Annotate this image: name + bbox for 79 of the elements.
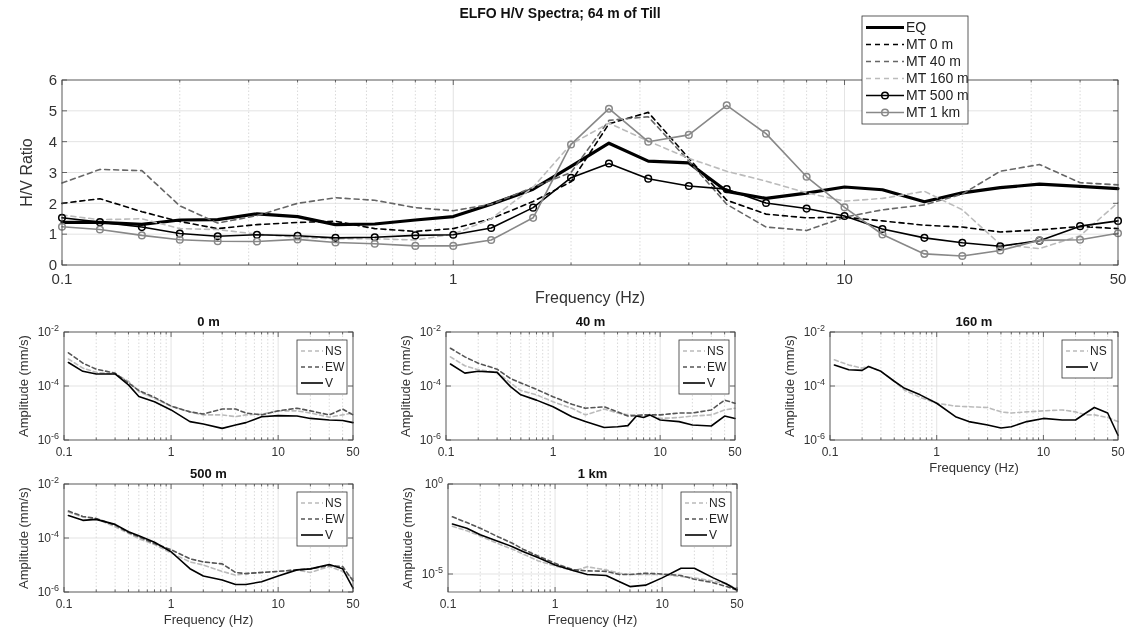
x-tick-label: 0.1 — [55, 597, 73, 611]
x-tick-label: 0.1 — [55, 445, 73, 459]
y-tick-label: 10$^{-4}$ — [37, 377, 59, 394]
y-axis-title: Amplitude (mm/s) — [782, 335, 797, 437]
y-tick-label: 3 — [48, 163, 57, 181]
y-tick-label: 10$^{-6}$ — [419, 431, 441, 448]
y-tick-label: 1 — [48, 225, 57, 243]
x-tick-label: 0.1 — [437, 445, 455, 459]
x-tick-label: 50 — [346, 445, 360, 459]
x-tick-label: 10 — [271, 597, 286, 611]
chart-title: ELFO H/V Spectra; 64 m of Till — [459, 5, 661, 21]
y-tick-label: 6 — [48, 71, 57, 89]
x-tick-label: 1 — [549, 445, 557, 459]
y-axis-title: Amplitude (mm/s) — [16, 487, 31, 589]
legend-label: V — [707, 376, 716, 391]
x-axis-title: Frequency (Hz) — [534, 289, 646, 306]
legend-label: MT 1 km — [906, 104, 961, 121]
x-tick-label: 1 — [167, 597, 175, 611]
y-axis-title: Amplitude (mm/s) — [398, 335, 413, 437]
x-tick-label: 50 — [728, 445, 742, 459]
x-tick-label: 50 — [1111, 445, 1125, 459]
legend-label: MT 0 m — [906, 36, 954, 53]
legend-label: MT 160 m — [906, 70, 969, 87]
y-tick-label: 10$^{-6}$ — [37, 583, 59, 600]
legend-label: NS — [1090, 344, 1107, 359]
x-axis-title: Frequency (Hz) — [547, 612, 638, 627]
y-tick-label: 10$^{-2}$ — [803, 323, 825, 340]
y-tick-label: 10$^{-6}$ — [37, 431, 59, 448]
y-tick-label: 10$^{-5}$ — [421, 565, 443, 582]
legend-label: NS — [709, 496, 726, 511]
y-tick-label: 2 — [48, 194, 57, 212]
x-tick-label: 1 — [551, 597, 559, 611]
legend-label: EW — [325, 360, 345, 375]
y-axis-title: Amplitude (mm/s) — [400, 487, 415, 589]
y-tick-label: 4 — [48, 132, 57, 150]
x-tick-label: 50 — [730, 597, 744, 611]
legend-label: V — [325, 376, 334, 391]
legend-label: MT 500 m — [906, 87, 969, 104]
y-tick-label: 10$^{-6}$ — [803, 431, 825, 448]
y-tick-label: 10$^{0}$ — [424, 475, 443, 492]
legend-label: V — [709, 528, 718, 543]
legend-label: NS — [707, 344, 724, 359]
x-tick-label: 1 — [933, 445, 941, 459]
chart-title: 1 km — [577, 466, 608, 481]
x-tick-label: 0.1 — [821, 445, 839, 459]
x-tick-label: 0.1 — [439, 597, 457, 611]
legend-label: V — [325, 528, 334, 543]
x-tick-label: 50 — [1109, 270, 1127, 287]
x-axis-title: Frequency (Hz) — [163, 612, 254, 627]
x-tick-label: 10 — [655, 597, 670, 611]
y-tick-label: 10$^{-4}$ — [37, 529, 59, 546]
chart-title: 0 m — [197, 314, 220, 329]
legend-label: V — [1090, 360, 1099, 375]
y-tick-label: 10$^{-4}$ — [419, 377, 441, 394]
legend-label: MT 40 m — [906, 53, 961, 70]
x-tick-label: 1 — [167, 445, 175, 459]
legend-label: EW — [709, 512, 729, 527]
x-tick-label: 10 — [1036, 445, 1051, 459]
x-tick-label: 10 — [653, 445, 668, 459]
y-axis-title: H/V Ratio — [18, 138, 35, 207]
y-tick-label: 10$^{-4}$ — [803, 377, 825, 394]
y-tick-label: 10$^{-2}$ — [37, 323, 59, 340]
y-axis-title: Amplitude (mm/s) — [16, 335, 31, 437]
x-tick-label: 1 — [449, 270, 458, 287]
x-axis-title: Frequency (Hz) — [929, 460, 1019, 475]
legend-label: EW — [707, 360, 727, 375]
legend-label: NS — [325, 344, 342, 359]
chart-title: 40 m — [575, 314, 606, 329]
x-tick-label: 10 — [271, 445, 286, 459]
y-tick-label: 5 — [48, 102, 57, 120]
x-tick-label: 10 — [836, 270, 853, 287]
x-tick-label: 50 — [346, 597, 360, 611]
y-tick-label: 10$^{-2}$ — [37, 475, 59, 492]
chart-title: 500 m — [190, 466, 227, 481]
legend-label: NS — [325, 496, 342, 511]
legend-label: EW — [325, 512, 345, 527]
legend-label: EQ — [906, 19, 927, 36]
y-tick-label: 10$^{-2}$ — [419, 323, 441, 340]
chart-title: 160 m — [955, 314, 993, 329]
